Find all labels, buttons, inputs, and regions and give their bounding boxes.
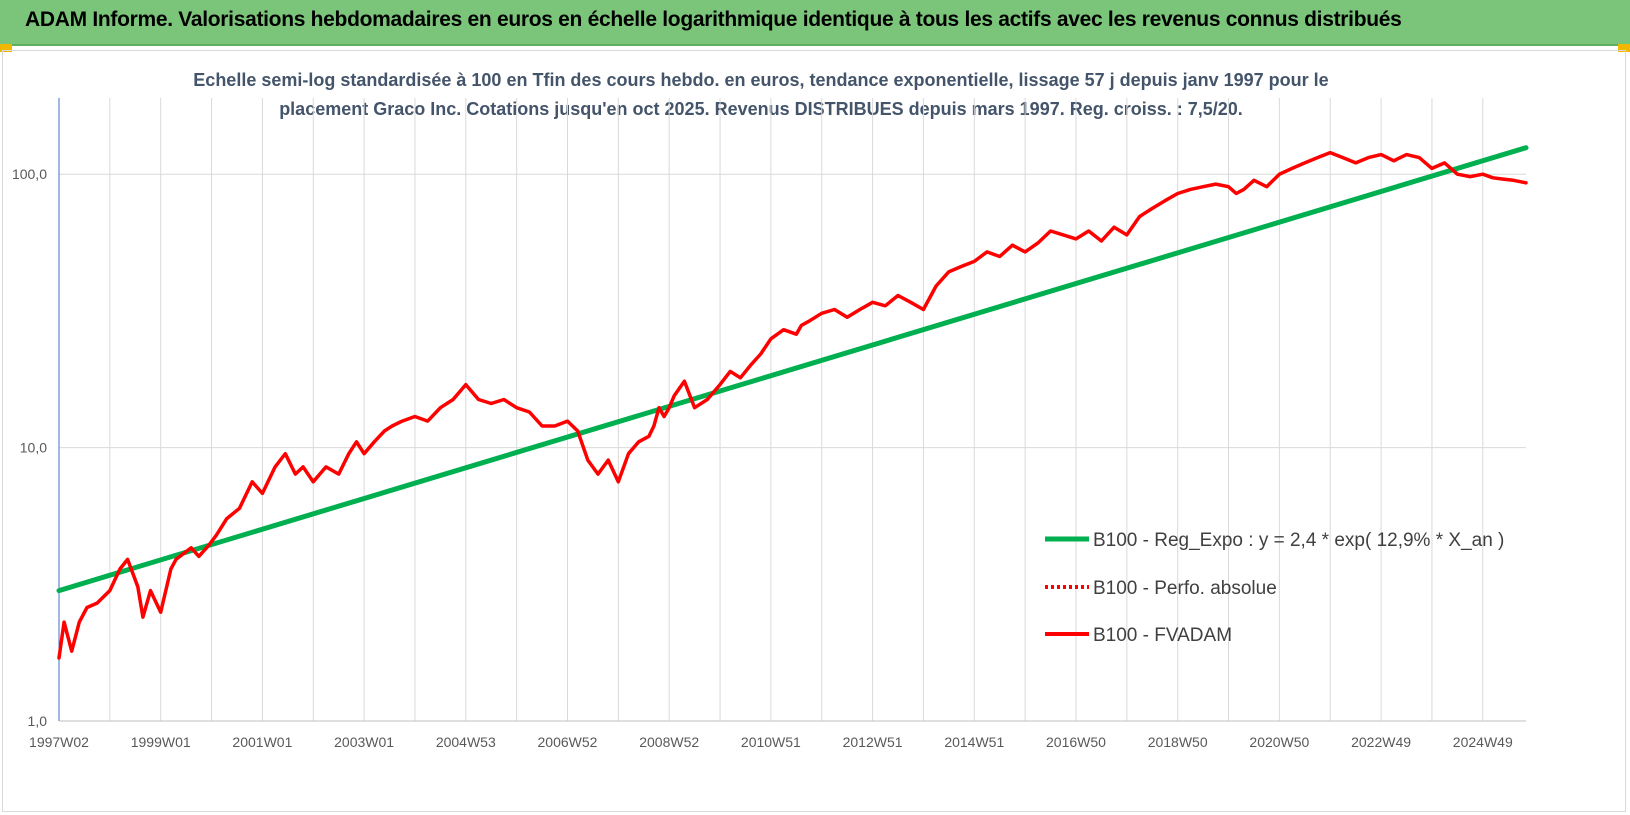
x-axis-ticks: 1997W02 1999W01 2001W01 2003W01 2004W53 2006W… <box>29 734 1513 750</box>
x-tick-label: 2018W50 <box>1148 734 1208 750</box>
grid-lines <box>58 98 1526 722</box>
chart-area: Echelle semi-log standardisée à 100 en T… <box>2 50 1626 812</box>
corner-mark-right <box>1618 44 1630 52</box>
series-line-fvadam <box>57 150 1528 660</box>
chart-title-line-1: Echelle semi-log standardisée à 100 en T… <box>193 70 1328 90</box>
legend-entry: B100 - FVADAM <box>1093 625 1232 646</box>
y-axis-ticks: 1,0 10,0 100,0 <box>12 166 47 729</box>
legend-entry: B100 - Perfo. absolue <box>1093 578 1277 599</box>
x-tick-label: 2016W50 <box>1046 734 1106 750</box>
y-tick-label: 100,0 <box>12 166 47 182</box>
y-tick-label: 1,0 <box>28 713 48 729</box>
series-line-reg-expo <box>56 145 1529 594</box>
x-tick-label: 1997W02 <box>29 734 89 750</box>
axes <box>58 98 1526 722</box>
corner-mark-left <box>0 44 12 52</box>
header-title: ADAM Informe. Valorisations hebdomadaire… <box>25 8 1402 31</box>
chart-title-line-2: placement Graco Inc. Cotations jusqu'en … <box>279 99 1243 119</box>
y-tick-label: 10,0 <box>20 440 47 456</box>
chart-svg: Echelle semi-log standardisée à 100 en T… <box>12 70 1529 750</box>
x-tick-label: 2008W52 <box>639 734 699 750</box>
x-tick-label: 2006W52 <box>538 734 598 750</box>
header-bar: ADAM Informe. Valorisations hebdomadaire… <box>0 0 1630 46</box>
chart-title: Echelle semi-log standardisée à 100 en T… <box>193 70 1328 119</box>
x-tick-label: 2014W51 <box>944 734 1004 750</box>
legend: B100 - Reg_Expo : y = 2,4 * exp( 12,9% *… <box>1045 530 1504 646</box>
x-tick-label: 2001W01 <box>232 734 292 750</box>
x-tick-label: 2004W53 <box>436 734 496 750</box>
x-tick-label: 2022W49 <box>1351 734 1411 750</box>
x-tick-label: 2020W50 <box>1249 734 1309 750</box>
x-tick-label: 2010W51 <box>741 734 801 750</box>
x-tick-label: 2012W51 <box>843 734 903 750</box>
x-tick-label: 2024W49 <box>1453 734 1513 750</box>
x-tick-label: 1999W01 <box>131 734 191 750</box>
legend-entry: B100 - Reg_Expo : y = 2,4 * exp( 12,9% *… <box>1093 530 1504 551</box>
series-group <box>56 145 1529 660</box>
x-tick-label: 2003W01 <box>334 734 394 750</box>
